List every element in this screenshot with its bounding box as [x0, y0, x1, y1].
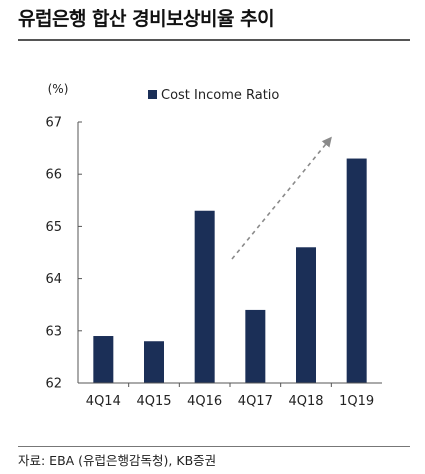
bar-4q16: [194, 210, 215, 383]
trend-arrow: [231, 136, 332, 260]
x-tick-label: 1Q19: [339, 394, 374, 409]
x-tick-label: 4Q14: [86, 394, 121, 409]
bar-4q18: [296, 247, 316, 383]
legend-swatch: [148, 90, 157, 99]
source-divider: [18, 446, 410, 447]
y-tick-label: 62: [45, 377, 62, 392]
source-note: 자료: EBA (유럽은행감독청), KB증권: [18, 453, 217, 468]
bar-series: [93, 158, 367, 383]
y-axis: 62 63 64 65 66 67: [45, 116, 82, 392]
y-tick-label: 66: [45, 168, 62, 183]
y-unit-label: (%): [48, 82, 69, 96]
bar-1q19: [346, 158, 367, 383]
y-tick-label: 63: [45, 324, 62, 339]
bar-4q14: [93, 336, 114, 383]
x-tick-label: 4Q18: [288, 394, 323, 409]
legend-label: Cost Income Ratio: [161, 88, 279, 103]
y-tick-label: 65: [45, 220, 62, 235]
x-axis: 4Q14 4Q15 4Q16 4Q17 4Q18 1Q19: [78, 382, 382, 409]
x-tick-label: 4Q16: [187, 394, 222, 409]
x-tick-label: 4Q17: [238, 394, 273, 409]
y-tick-label: 64: [45, 272, 62, 287]
x-tick-label: 4Q15: [136, 394, 171, 409]
bar-4q17: [245, 309, 266, 383]
page-title: 유럽은행 합산 경비보상비율 추이: [18, 8, 275, 30]
y-tick-label: 67: [45, 116, 62, 131]
bar-4q15: [144, 341, 164, 383]
title-divider: [18, 39, 410, 41]
